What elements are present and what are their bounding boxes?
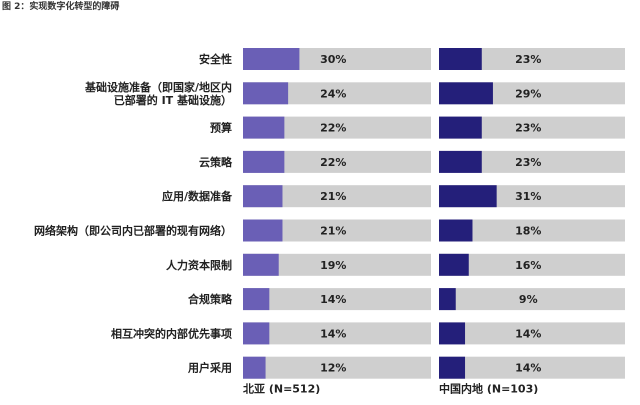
value-label: 14% (515, 327, 541, 340)
bar (243, 185, 283, 208)
bar-track (243, 82, 431, 105)
bar (439, 150, 482, 173)
bar-track (439, 48, 625, 70)
bar-track (243, 288, 431, 311)
category-label: 人力资本限制 (166, 258, 232, 272)
value-label: 22% (320, 156, 346, 169)
bar-track (439, 150, 625, 173)
bar (439, 356, 466, 379)
bar (439, 82, 493, 105)
bar-track (439, 116, 625, 139)
bar (243, 253, 279, 276)
value-label: 23% (515, 122, 541, 135)
value-label: 18% (515, 225, 541, 238)
bar (243, 322, 270, 345)
value-label: 9% (519, 293, 538, 306)
value-label: 14% (320, 293, 346, 306)
bar (243, 116, 285, 139)
bar (243, 48, 300, 70)
bar-track (243, 219, 431, 242)
panel-title: 北亚 (N=512) (243, 382, 320, 396)
bar-track (439, 288, 625, 311)
bar-track (243, 253, 431, 276)
bar (243, 150, 285, 173)
value-label: 14% (515, 362, 541, 375)
value-label: 21% (320, 190, 346, 203)
bar-track (243, 185, 431, 208)
bar (243, 219, 283, 242)
panel-north-asia: 30% 24% 22% 22% 21% 21% 19% 14% 14% 12%北亚 (N=512) (243, 48, 431, 396)
bar (243, 288, 270, 311)
bar (439, 322, 466, 345)
category-label: 合规策略 (188, 292, 233, 306)
value-label: 19% (320, 259, 346, 272)
bar-track (243, 322, 431, 345)
bar-track (439, 322, 625, 345)
category-label: 已部署的 IT 基础设施） (114, 93, 232, 107)
bar (439, 219, 473, 242)
value-label: 24% (320, 87, 346, 100)
value-label: 29% (515, 87, 541, 100)
value-label: 14% (320, 327, 346, 340)
bar-track (439, 253, 625, 276)
category-label: 云策略 (199, 155, 233, 169)
value-label: 30% (320, 53, 346, 66)
value-label: 21% (320, 225, 346, 238)
bar-track (439, 219, 625, 242)
figure-title: 图 2：实现数字化转型的障碍 (2, 0, 119, 12)
panel-mainland-china: 23% 29% 23% 23% 31% 18% 16% 9% 14% 14% 中国内地 (N=103… (439, 48, 625, 396)
bar (439, 185, 497, 208)
bar (439, 253, 469, 276)
bar (243, 82, 289, 105)
value-label: 12% (320, 362, 346, 375)
category-label: 基础设施准备（即国家/地区内 (84, 80, 232, 94)
bar-track (243, 356, 431, 379)
bar (243, 356, 266, 379)
bar-track (243, 116, 431, 139)
bar (439, 48, 482, 70)
category-label: 安全性 (199, 52, 232, 66)
category-label: 用户采用 (188, 361, 232, 375)
bar (439, 288, 456, 311)
value-label: 31% (515, 190, 541, 203)
category-label: 网络架构（即公司内已部署的现有网络） (34, 224, 232, 238)
category-label: 相互冲突的内部优先事项 (111, 326, 232, 340)
panel-title: 中国内地 (N=103) (439, 382, 538, 396)
value-label: 23% (515, 156, 541, 169)
category-label: 预算 (210, 121, 232, 135)
value-label: 16% (515, 259, 541, 272)
bar-track (243, 150, 431, 173)
value-label: 23% (515, 53, 541, 66)
bar (439, 116, 482, 139)
bar-track (439, 356, 625, 379)
value-label: 22% (320, 122, 346, 135)
category-label: 应用/数据准备 (162, 189, 233, 203)
